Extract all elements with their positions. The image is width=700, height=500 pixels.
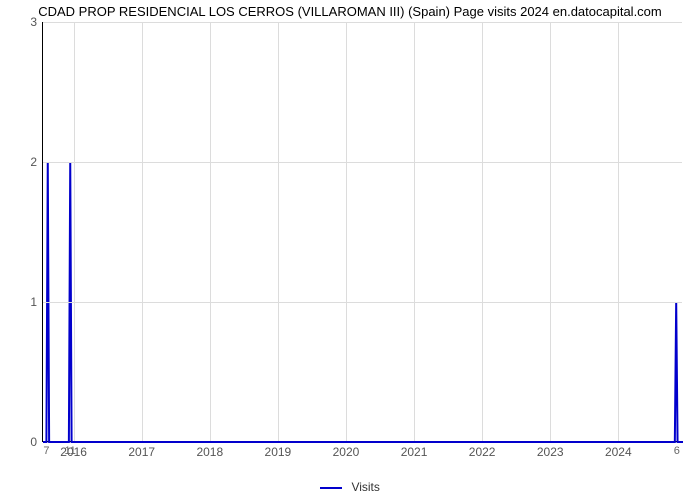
grid-vertical [414,22,415,441]
grid-vertical [550,22,551,441]
data-point-label: 7 [43,445,49,457]
x-axis-tick: 2018 [196,441,223,459]
x-axis-tick: 2017 [128,441,155,459]
grid-vertical [142,22,143,441]
y-axis-tick: 0 [30,435,43,449]
grid-vertical [74,22,75,441]
x-axis-tick: 2019 [265,441,292,459]
x-axis-tick: 2021 [401,441,428,459]
visits-line-series [43,22,683,442]
grid-vertical [210,22,211,441]
legend-swatch [320,487,342,489]
grid-vertical [482,22,483,441]
y-axis-tick: 1 [30,295,43,309]
chart-legend: Visits [0,480,700,494]
x-axis-tick: 2024 [605,441,632,459]
y-axis-tick: 3 [30,15,43,29]
legend-label: Visits [351,480,379,494]
chart-plot-area: 0123201620172018201920202021202220232024… [42,22,682,442]
data-point-label: 6 [674,445,680,457]
grid-vertical [346,22,347,441]
x-axis-tick: 2022 [469,441,496,459]
chart-title: CDAD PROP RESIDENCIAL LOS CERROS (VILLAR… [0,4,700,19]
grid-horizontal [43,22,682,23]
y-axis-tick: 2 [30,155,43,169]
grid-vertical [618,22,619,441]
grid-horizontal [43,302,682,303]
x-axis-tick: 2023 [537,441,564,459]
grid-horizontal [43,162,682,163]
data-point-label: 11 [65,445,76,457]
x-axis-tick: 2020 [333,441,360,459]
grid-vertical [278,22,279,441]
